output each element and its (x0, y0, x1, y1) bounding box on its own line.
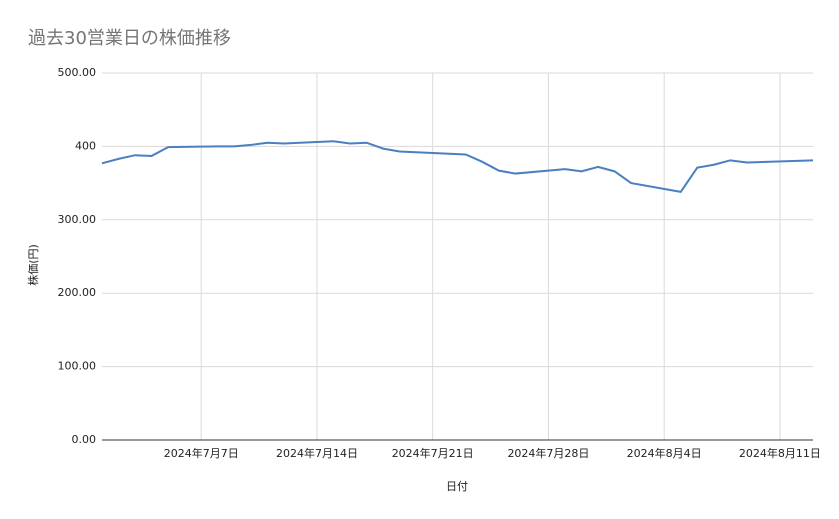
data-line (101, 140, 814, 194)
x-tick-label: 2024年7月14日 (276, 446, 358, 460)
x-tick-label: 2024年8月4日 (627, 446, 702, 460)
y-tick-label: 0.00 (72, 433, 97, 446)
y-tick-label: 200.00 (58, 286, 97, 299)
y-tick-label: 400 (75, 139, 96, 152)
y-tick-label: 100.00 (58, 360, 97, 373)
x-tick-label: 2024年7月28日 (507, 446, 589, 460)
x-tick-label: 2024年7月7日 (164, 446, 239, 460)
y-tick-label: 300.00 (58, 213, 97, 226)
x-axis-label: 日付 (446, 480, 468, 493)
y-axis-label: 株価(円) (26, 244, 40, 286)
x-tick-label: 2024年7月21日 (392, 446, 474, 460)
x-tick-label: 2024年8月11日 (739, 446, 821, 460)
chart-title: 過去30営業日の株価推移 (28, 28, 231, 49)
y-tick-label: 500.00 (58, 66, 97, 79)
